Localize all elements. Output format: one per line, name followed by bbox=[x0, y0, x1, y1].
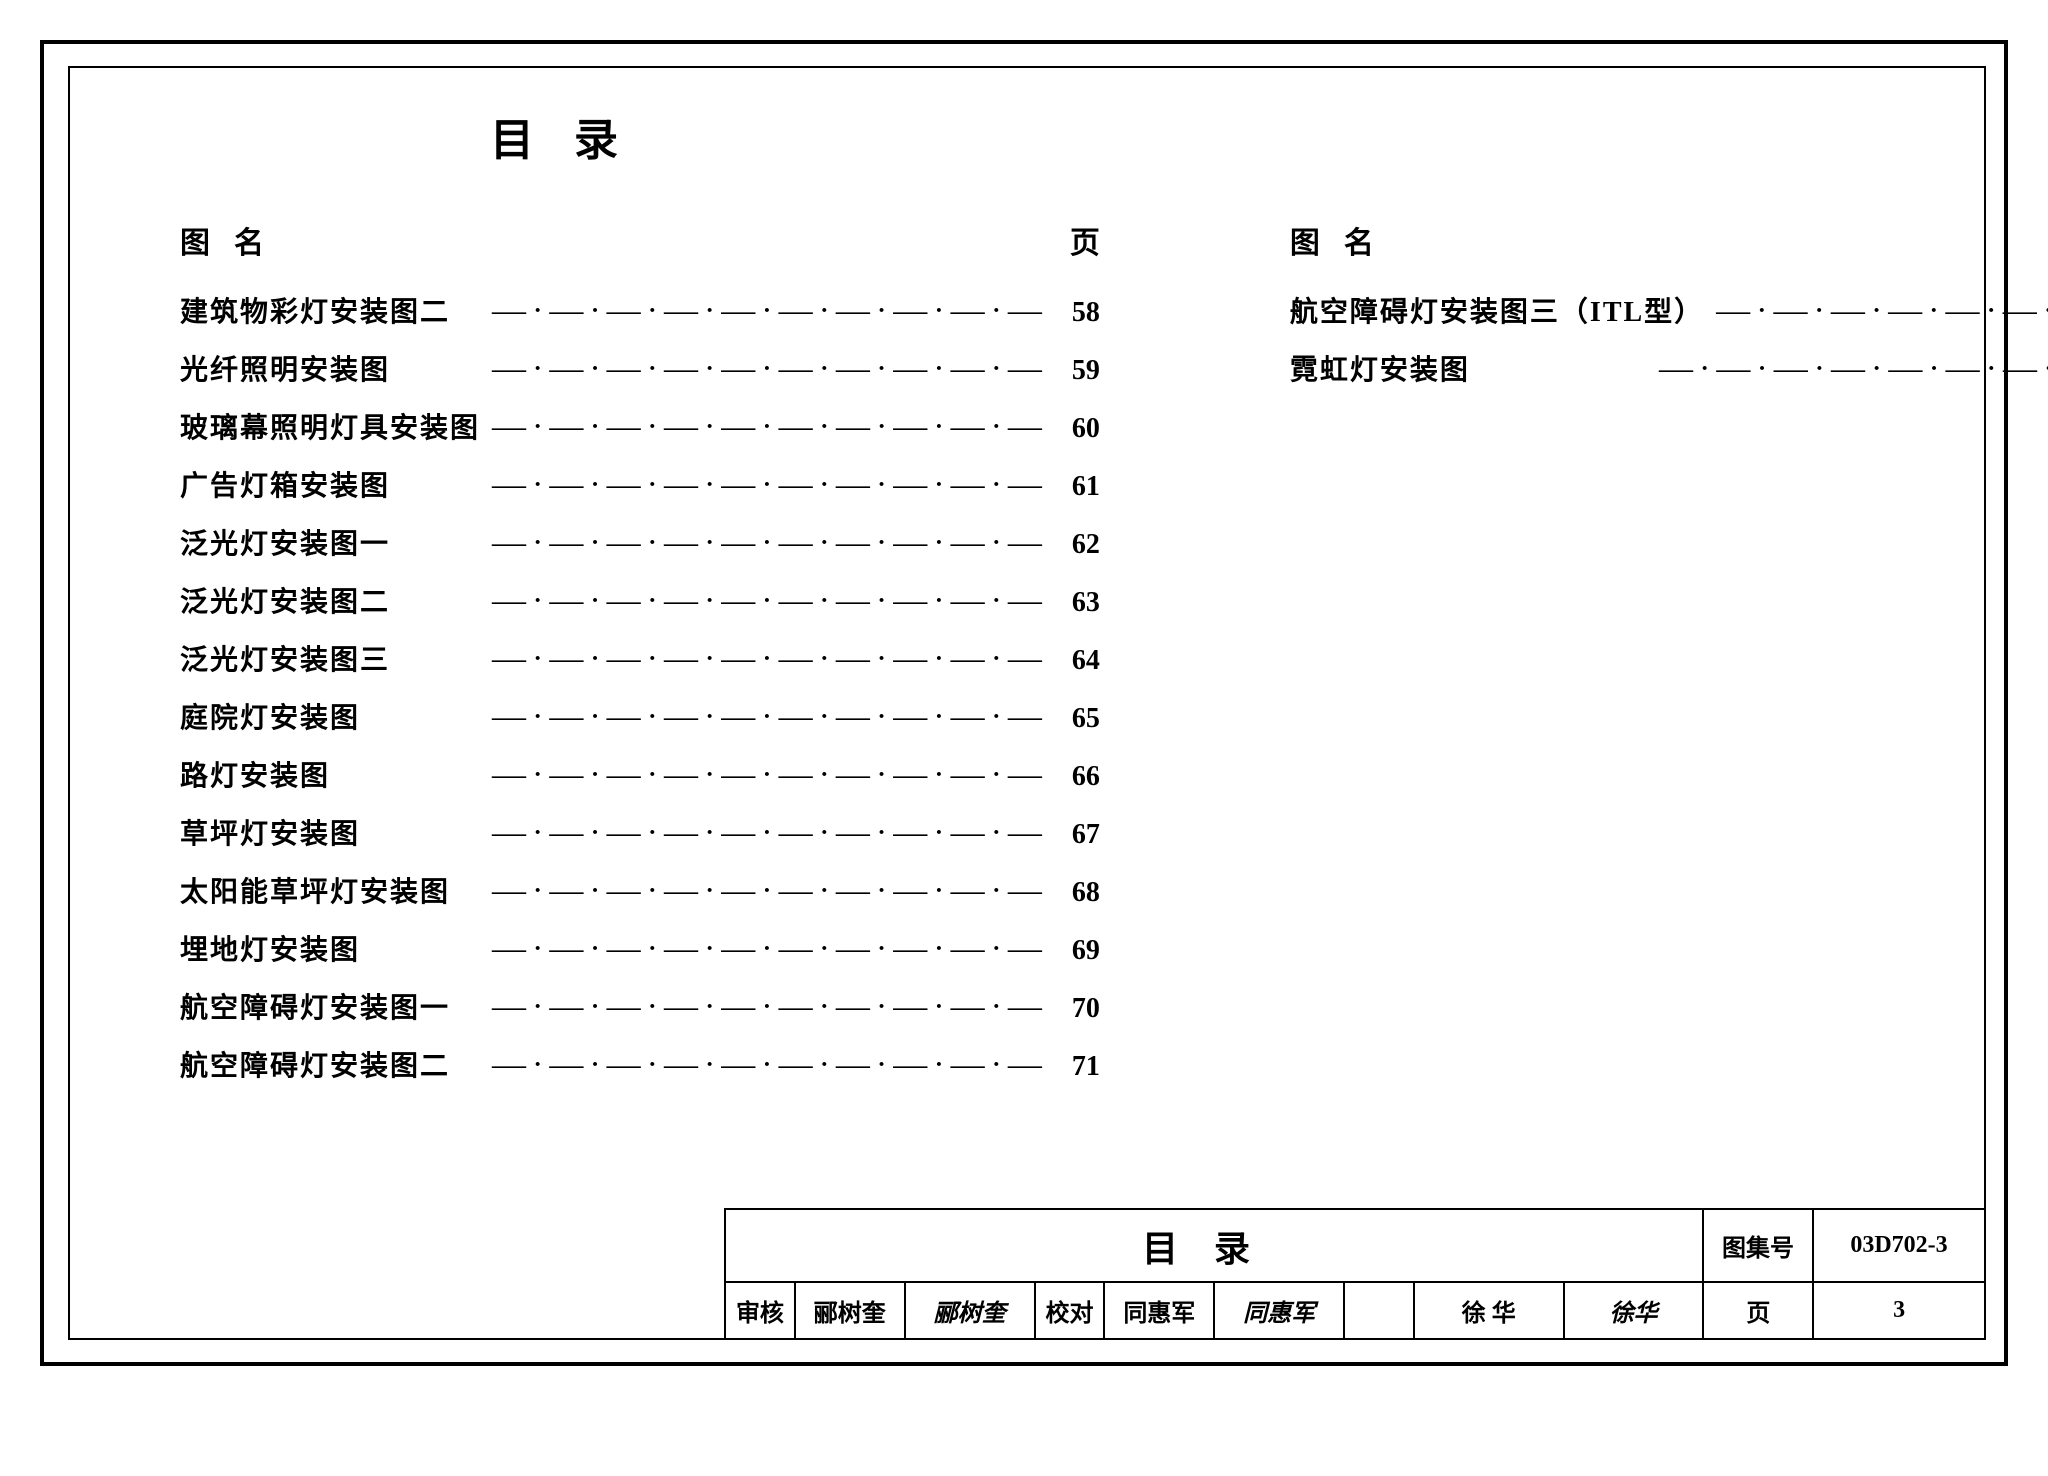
blank-cell bbox=[1345, 1283, 1415, 1338]
header-page-label: 页 bbox=[1070, 218, 1100, 262]
leader-line: —·—·—·—·—·—·—·—·—·— bbox=[480, 524, 1060, 562]
column-header: 图名 页 bbox=[1290, 218, 2048, 262]
toc-entry: 航空障碍灯安装图一—·—·—·—·—·—·—·—·—·—70 bbox=[180, 986, 1100, 1044]
leader-line: —·—·—·—·—·—·—·—·—·— bbox=[480, 640, 1060, 678]
reviewer-signature: 郦树奎 bbox=[906, 1283, 1036, 1338]
entry-page: 60 bbox=[1060, 413, 1100, 445]
toc-columns: 图名 页 建筑物彩灯安装图二—·—·—·—·—·—·—·—·—·—58光纤照明安… bbox=[70, 218, 1984, 1138]
entry-page: 61 bbox=[1060, 471, 1100, 503]
toc-entry: 航空障碍灯安装图二—·—·—·—·—·—·—·—·—·—71 bbox=[180, 1044, 1100, 1102]
atlas-number: 03D702-3 bbox=[1814, 1210, 1984, 1281]
toc-entry: 广告灯箱安装图—·—·—·—·—·—·—·—·—·—61 bbox=[180, 464, 1100, 522]
entry-name: 光纤照明安装图 bbox=[180, 348, 480, 388]
entry-name: 草坪灯安装图 bbox=[180, 812, 480, 852]
entry-page: 70 bbox=[1060, 993, 1100, 1025]
title-block-row-1: 目录 图集号 03D702-3 bbox=[726, 1210, 1984, 1283]
entry-page: 67 bbox=[1060, 819, 1100, 851]
toc-right-column: 图名 页 航空障碍灯安装图三（ITL型）—·—·—·—·—·—·—·—·—·—7… bbox=[1180, 218, 2048, 1138]
entry-name: 泛光灯安装图二 bbox=[180, 580, 480, 620]
page-number: 3 bbox=[1814, 1283, 1984, 1338]
entry-page: 66 bbox=[1060, 761, 1100, 793]
atlas-label: 图集号 bbox=[1704, 1210, 1814, 1281]
leader-line: —·—·—·—·—·—·—·—·—·— bbox=[480, 582, 1060, 620]
entry-page: 64 bbox=[1060, 645, 1100, 677]
proof-label: 校对 bbox=[1036, 1283, 1106, 1338]
leader-line: —·—·—·—·—·—·—·—·—·— bbox=[480, 930, 1060, 968]
page: 目录 图名 页 建筑物彩灯安装图二—·—·—·—·—·—·—·—·—·—58光纤… bbox=[0, 0, 2048, 1476]
reviewer-name: 郦树奎 bbox=[796, 1283, 906, 1338]
toc-entry: 埋地灯安装图—·—·—·—·—·—·—·—·—·—69 bbox=[180, 928, 1100, 986]
inner-frame: 目录 图名 页 建筑物彩灯安装图二—·—·—·—·—·—·—·—·—·—58光纤… bbox=[68, 66, 1986, 1340]
leader-line: —·—·—·—·—·—·—·—·—·— bbox=[1590, 350, 2048, 388]
entry-page: 62 bbox=[1060, 529, 1100, 561]
toc-entry: 光纤照明安装图—·—·—·—·—·—·—·—·—·—59 bbox=[180, 348, 1100, 406]
entry-name: 庭院灯安装图 bbox=[180, 696, 480, 736]
toc-entry: 航空障碍灯安装图三（ITL型）—·—·—·—·—·—·—·—·—·—72 bbox=[1290, 290, 2048, 348]
entry-page: 65 bbox=[1060, 703, 1100, 735]
toc-entry: 庭院灯安装图—·—·—·—·—·—·—·—·—·—65 bbox=[180, 696, 1100, 754]
toc-entry: 路灯安装图—·—·—·—·—·—·—·—·—·—66 bbox=[180, 754, 1100, 812]
toc-entry: 霓虹灯安装图—·—·—·—·—·—·—·—·—·—73 bbox=[1290, 348, 2048, 406]
proofer-name: 同惠军 bbox=[1105, 1283, 1215, 1338]
title-block: 目录 图集号 03D702-3 审核 郦树奎 郦树奎 校对 同惠军 同惠军 徐 … bbox=[724, 1208, 1984, 1338]
leader-line: —·—·—·—·—·—·—·—·—·— bbox=[480, 756, 1060, 794]
designer-signature: 徐华 bbox=[1565, 1283, 1705, 1338]
entry-page: 59 bbox=[1060, 355, 1100, 387]
entry-name: 泛光灯安装图一 bbox=[180, 522, 480, 562]
page-label: 页 bbox=[1704, 1283, 1814, 1338]
toc-entry: 玻璃幕照明灯具安装图—·—·—·—·—·—·—·—·—·—60 bbox=[180, 406, 1100, 464]
left-entries: 建筑物彩灯安装图二—·—·—·—·—·—·—·—·—·—58光纤照明安装图—·—… bbox=[180, 290, 1100, 1102]
entry-name: 建筑物彩灯安装图二 bbox=[180, 290, 480, 330]
entry-page: 68 bbox=[1060, 877, 1100, 909]
entry-name: 霓虹灯安装图 bbox=[1290, 348, 1590, 388]
toc-left-column: 图名 页 建筑物彩灯安装图二—·—·—·—·—·—·—·—·—·—58光纤照明安… bbox=[70, 218, 1180, 1138]
toc-entry: 太阳能草坪灯安装图—·—·—·—·—·—·—·—·—·—68 bbox=[180, 870, 1100, 928]
toc-entry: 泛光灯安装图一—·—·—·—·—·—·—·—·—·—62 bbox=[180, 522, 1100, 580]
document-title: 目录 bbox=[490, 104, 658, 168]
entry-page: 63 bbox=[1060, 587, 1100, 619]
leader-line: —·—·—·—·—·—·—·—·—·— bbox=[480, 698, 1060, 736]
entry-name: 航空障碍灯安装图一 bbox=[180, 986, 480, 1026]
entry-page: 69 bbox=[1060, 935, 1100, 967]
entry-name: 广告灯箱安装图 bbox=[180, 464, 480, 504]
leader-line: —·—·—·—·—·—·—·—·—·— bbox=[480, 466, 1060, 504]
toc-entry: 泛光灯安装图三—·—·—·—·—·—·—·—·—·—64 bbox=[180, 638, 1100, 696]
leader-line: —·—·—·—·—·—·—·—·—·— bbox=[480, 814, 1060, 852]
title-block-row-2: 审核 郦树奎 郦树奎 校对 同惠军 同惠军 徐 华 徐华 页 3 bbox=[726, 1283, 1984, 1338]
entry-name: 路灯安装图 bbox=[180, 754, 480, 794]
review-label: 审核 bbox=[726, 1283, 796, 1338]
leader-line: —·—·—·—·—·—·—·—·—·— bbox=[480, 350, 1060, 388]
entry-name: 埋地灯安装图 bbox=[180, 928, 480, 968]
leader-line: —·—·—·—·—·—·—·—·—·— bbox=[480, 988, 1060, 1026]
header-name-label: 图名 bbox=[1290, 218, 1398, 262]
leader-line: —·—·—·—·—·—·—·—·—·— bbox=[480, 408, 1060, 446]
toc-entry: 草坪灯安装图—·—·—·—·—·—·—·—·—·—67 bbox=[180, 812, 1100, 870]
designer-name: 徐 华 bbox=[1415, 1283, 1565, 1338]
leader-line: —·—·—·—·—·—·—·—·—·— bbox=[1704, 292, 2048, 330]
header-name-label: 图名 bbox=[180, 218, 288, 262]
entry-name: 太阳能草坪灯安装图 bbox=[180, 870, 480, 910]
leader-line: —·—·—·—·—·—·—·—·—·— bbox=[480, 292, 1060, 330]
leader-line: —·—·—·—·—·—·—·—·—·— bbox=[480, 872, 1060, 910]
entry-name: 泛光灯安装图三 bbox=[180, 638, 480, 678]
entry-name: 航空障碍灯安装图二 bbox=[180, 1044, 480, 1084]
entry-page: 71 bbox=[1060, 1051, 1100, 1083]
title-block-main-title: 目录 bbox=[726, 1210, 1704, 1281]
toc-entry: 建筑物彩灯安装图二—·—·—·—·—·—·—·—·—·—58 bbox=[180, 290, 1100, 348]
toc-entry: 泛光灯安装图二—·—·—·—·—·—·—·—·—·—63 bbox=[180, 580, 1100, 638]
entry-page: 58 bbox=[1060, 297, 1100, 329]
proofer-signature: 同惠军 bbox=[1215, 1283, 1345, 1338]
entry-name: 航空障碍灯安装图三（ITL型） bbox=[1290, 290, 1704, 330]
right-entries: 航空障碍灯安装图三（ITL型）—·—·—·—·—·—·—·—·—·—72霓虹灯安… bbox=[1290, 290, 2048, 406]
column-header: 图名 页 bbox=[180, 218, 1100, 262]
entry-name: 玻璃幕照明灯具安装图 bbox=[180, 406, 480, 446]
leader-line: —·—·—·—·—·—·—·—·—·— bbox=[480, 1046, 1060, 1084]
